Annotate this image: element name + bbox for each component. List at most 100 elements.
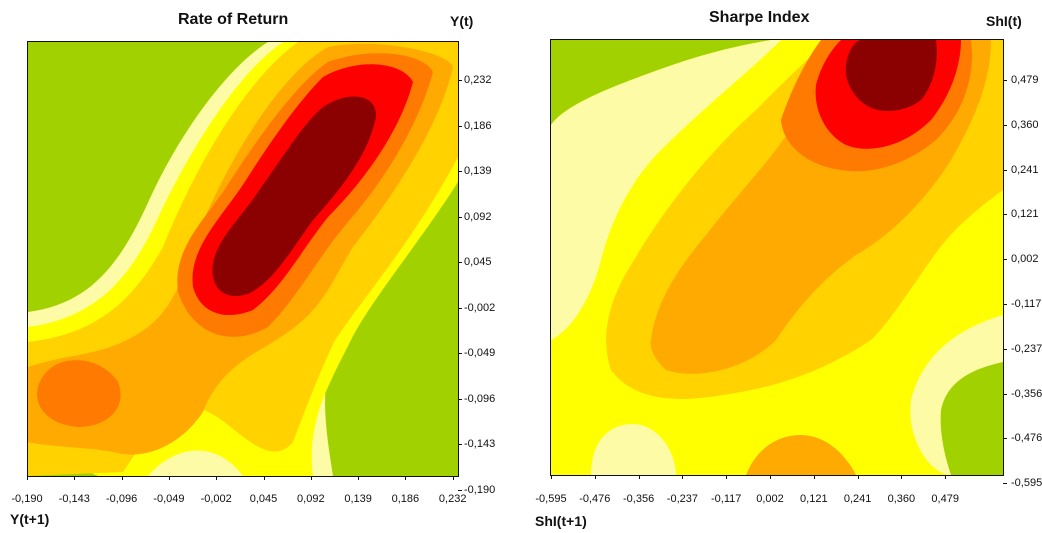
x-tick-label: -0,190 <box>11 493 43 505</box>
x-axis-label: ShI(t+1) <box>535 513 587 529</box>
y-tick-mark <box>1003 214 1007 216</box>
contour-level-1 <box>551 40 781 340</box>
y-tick-mark <box>458 171 462 172</box>
x-tick-label: -0,049 <box>153 493 185 505</box>
contour-svg <box>28 42 458 476</box>
y-tick-label: 0,479 <box>1011 74 1039 86</box>
y-tick-label: -0,476 <box>1011 432 1042 445</box>
x-tick-mark <box>405 476 407 480</box>
rate-of-return-panel: Rate of Return Y(t) 0,232 0,186 0,139 0,092… <box>10 11 496 527</box>
x-tick-mark <box>168 476 170 480</box>
y-tick-mark <box>1003 348 1007 350</box>
x-tick-mark <box>74 476 76 480</box>
contour-level-4b <box>746 435 856 475</box>
y-tick-label: -0,190 <box>464 483 496 496</box>
y-tick-label: 0,002 <box>1011 253 1039 266</box>
y-axis-label: Y(t) <box>450 13 474 29</box>
y-tick-mark <box>458 262 462 263</box>
y-tick-mark <box>458 398 462 400</box>
y-tick-label: 0,241 <box>1011 163 1039 176</box>
x-tick-label: 0,186 <box>391 493 420 505</box>
x-tick-mark <box>310 476 312 480</box>
x-tick-label: 0,092 <box>297 493 325 505</box>
y-tick-label: -0,096 <box>464 392 496 405</box>
y-tick-mark <box>1003 80 1007 81</box>
x-tick-label: 0,121 <box>800 493 828 505</box>
y-tick-mark <box>458 353 462 354</box>
x-tick-label: 0,232 <box>438 493 467 505</box>
x-tick-mark <box>594 475 596 479</box>
y-tick-label: 0,121 <box>1011 208 1039 221</box>
x-tick-label: -0,096 <box>105 493 138 505</box>
y-tick-mark <box>1003 169 1007 171</box>
x-tick-label: -0,002 <box>200 493 232 505</box>
x-tick-label: -0,117 <box>711 493 742 505</box>
x-tick-mark <box>121 476 123 480</box>
y-tick-mark <box>1003 393 1007 395</box>
contour-plot-sharpe-index <box>550 39 1004 476</box>
contour-svg <box>551 40 1003 475</box>
y-tick-label: 0,360 <box>1011 118 1039 131</box>
y-tick-mark <box>1003 124 1007 126</box>
x-tick-mark <box>358 476 360 480</box>
contour-level-green-br <box>940 362 1003 475</box>
x-tick-mark <box>726 475 728 479</box>
y-tick-label: 0,139 <box>464 165 492 177</box>
x-tick-label: 0,241 <box>843 493 872 505</box>
y-tick-label: -0,237 <box>1011 342 1042 355</box>
x-tick-mark <box>682 475 684 479</box>
contour-level-7 <box>212 96 377 297</box>
x-tick-label: 0,139 <box>344 493 372 505</box>
y-tick-label: -0,356 <box>1011 387 1042 400</box>
contour-level-5b <box>37 360 121 427</box>
y-tick-mark <box>458 125 462 127</box>
sharpe-index-panel: Sharpe Index ShI(t) 0,479 0,360 0,241 0,121… <box>521 0 1042 533</box>
x-tick-mark <box>770 475 771 479</box>
y-tick-label: 0,186 <box>464 119 492 132</box>
x-tick-mark <box>263 476 265 480</box>
y-tick-label: 0,045 <box>464 256 492 268</box>
x-tick-label: 0,045 <box>249 493 278 505</box>
x-tick-label: -0,595 <box>535 493 567 505</box>
contour-level-green <box>551 40 771 125</box>
x-tick-label: 0,002 <box>756 493 784 505</box>
x-tick-mark <box>452 476 454 480</box>
y-tick-mark <box>458 80 462 81</box>
chart-title: Rate of Return <box>178 11 289 28</box>
contour-plot-rate-of-return <box>27 41 459 477</box>
y-tick-mark <box>458 489 462 491</box>
y-tick-label: -0,143 <box>464 438 496 450</box>
y-axis-label: ShI(t) <box>986 13 1022 29</box>
y-tick-mark <box>458 216 462 218</box>
x-tick-label: -0,237 <box>666 493 698 505</box>
x-tick-label: 0,479 <box>931 493 959 505</box>
y-tick-label: -0,049 <box>464 347 496 359</box>
x-axis-label: Y(t+1) <box>10 511 50 527</box>
y-tick-mark <box>1003 259 1007 261</box>
y-tick-label: 0,092 <box>464 210 492 223</box>
y-tick-mark <box>458 444 462 445</box>
y-tick-mark <box>1003 304 1007 305</box>
y-tick-label: -0,595 <box>1011 477 1042 490</box>
y-tick-label: 0,232 <box>464 74 492 86</box>
y-tick-mark <box>1003 438 1007 440</box>
x-tick-mark <box>638 475 640 479</box>
x-tick-label: -0,476 <box>579 493 611 505</box>
x-tick-label: -0,143 <box>58 493 90 505</box>
chart-title: Sharpe Index <box>709 9 810 26</box>
x-tick-mark <box>27 476 28 480</box>
y-tick-mark <box>1003 483 1007 485</box>
x-tick-mark <box>945 475 947 479</box>
x-tick-mark <box>813 475 815 479</box>
x-tick-label: -0,356 <box>622 493 655 505</box>
y-tick-label: -0,002 <box>464 301 496 314</box>
y-tick-mark <box>458 307 462 309</box>
x-tick-mark <box>901 475 903 479</box>
x-tick-mark <box>216 476 218 480</box>
contour-level-1c <box>591 424 676 475</box>
contour-level-7 <box>845 40 937 112</box>
x-tick-label: 0,360 <box>887 493 916 505</box>
x-tick-mark <box>857 475 859 479</box>
x-tick-mark <box>551 475 552 479</box>
y-tick-label: -0,117 <box>1011 298 1042 310</box>
